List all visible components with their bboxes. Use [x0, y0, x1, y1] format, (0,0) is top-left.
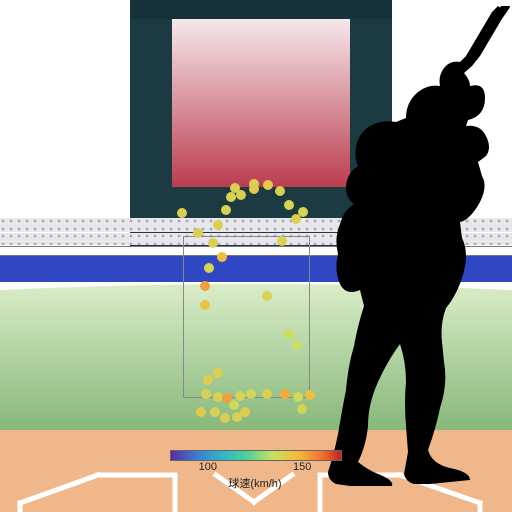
pitch-marker — [246, 389, 256, 399]
pitch-marker — [230, 183, 240, 193]
pitch-marker — [217, 252, 227, 262]
batter-silhouette — [310, 6, 512, 486]
pitch-marker — [280, 389, 290, 399]
colorbar-label: 球速(km/h) — [170, 475, 340, 491]
pitch-marker — [229, 400, 239, 410]
pitch-marker — [200, 281, 210, 291]
pitch-marker — [203, 375, 213, 385]
colorbar: 100 150 球速(km/h) — [170, 450, 340, 490]
pitch-marker — [213, 220, 223, 230]
colorbar-gradient — [170, 450, 342, 461]
pitch-marker — [292, 340, 302, 350]
pitch-marker — [240, 407, 250, 417]
pitch-marker — [177, 208, 187, 218]
pitch-marker — [208, 238, 218, 248]
pitch-marker — [284, 329, 294, 339]
colorbar-tick: 150 — [293, 461, 311, 473]
pitch-marker — [235, 391, 245, 401]
pitch-marker — [200, 300, 210, 310]
pitch-marker — [262, 389, 272, 399]
pitch-marker — [275, 186, 285, 196]
pitch-location-chart: 100 150 球速(km/h) — [0, 0, 512, 512]
pitch-marker — [263, 180, 273, 190]
pitch-marker — [221, 205, 231, 215]
pitch-marker — [193, 228, 203, 238]
pitch-marker — [201, 389, 211, 399]
pitch-marker — [204, 263, 214, 273]
pitch-marker — [226, 192, 236, 202]
pitch-marker — [213, 368, 223, 378]
pitch-marker — [277, 236, 287, 246]
pitch-marker — [249, 184, 259, 194]
colorbar-tick: 100 — [199, 461, 217, 473]
pitch-marker — [262, 291, 272, 301]
pitch-marker — [210, 407, 220, 417]
pitch-marker — [196, 407, 206, 417]
pitch-marker — [220, 413, 230, 423]
pitch-marker — [298, 207, 308, 217]
colorbar-ticks: 100 150 — [170, 461, 340, 475]
pitch-marker — [284, 200, 294, 210]
pitch-marker — [293, 392, 303, 402]
pitch-marker — [297, 404, 307, 414]
